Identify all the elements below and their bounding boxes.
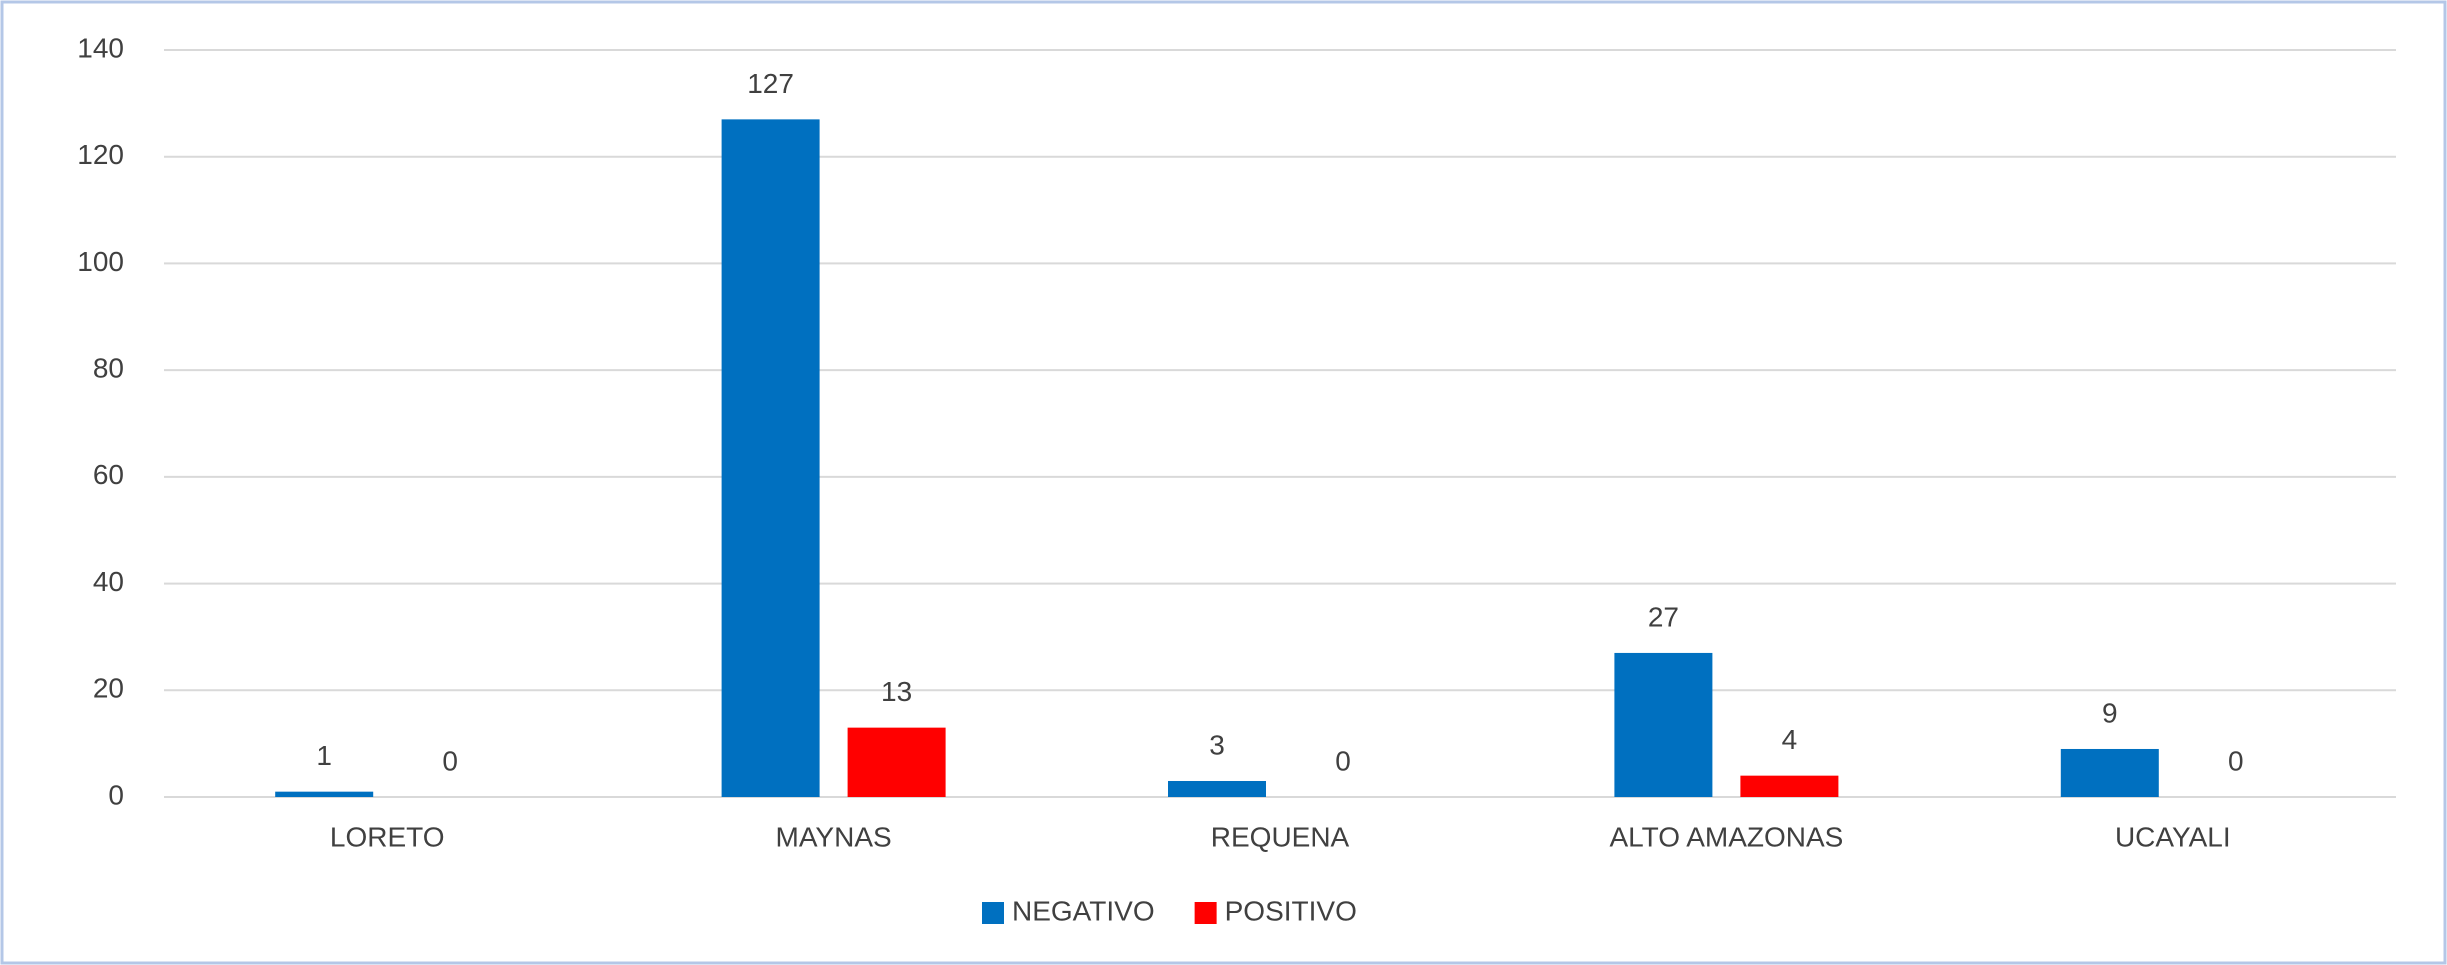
- y-tick-label: 20: [93, 673, 124, 704]
- bar: [1614, 652, 1713, 797]
- x-tick-label: LORETO: [330, 821, 445, 852]
- y-tick-label: 120: [77, 139, 124, 170]
- y-tick-label: 60: [93, 459, 124, 490]
- x-tick-label: REQUENA: [1211, 821, 1350, 852]
- bar: [275, 791, 374, 797]
- data-label: 127: [747, 68, 794, 99]
- y-tick-label: 0: [108, 779, 124, 810]
- y-tick-label: 100: [77, 246, 124, 277]
- legend-swatch: [982, 902, 1004, 924]
- x-tick-label: UCAYALI: [2115, 821, 2231, 852]
- legend-label: POSITIVO: [1225, 895, 1357, 926]
- data-label: 1: [316, 740, 332, 771]
- data-label: 0: [442, 745, 458, 776]
- data-label: 3: [1209, 729, 1225, 760]
- y-tick-label: 40: [93, 566, 124, 597]
- y-tick-label: 140: [77, 32, 124, 63]
- bar: [2060, 748, 2159, 797]
- y-tick-label: 80: [93, 353, 124, 384]
- x-tick-label: ALTO AMAZONAS: [1609, 821, 1843, 852]
- legend-swatch: [1194, 902, 1217, 924]
- data-label: 9: [2102, 697, 2118, 728]
- legend-label: NEGATIVO: [1012, 895, 1155, 926]
- bar: [847, 727, 946, 797]
- bar: [721, 119, 820, 798]
- x-tick-label: MAYNAS: [776, 821, 892, 852]
- data-label: 27: [1648, 601, 1679, 632]
- data-label: 0: [2228, 745, 2244, 776]
- bar: [1740, 775, 1839, 797]
- data-label: 4: [1782, 724, 1798, 755]
- data-label: 13: [881, 676, 912, 707]
- bar: [1168, 780, 1266, 797]
- data-label: 0: [1335, 745, 1351, 776]
